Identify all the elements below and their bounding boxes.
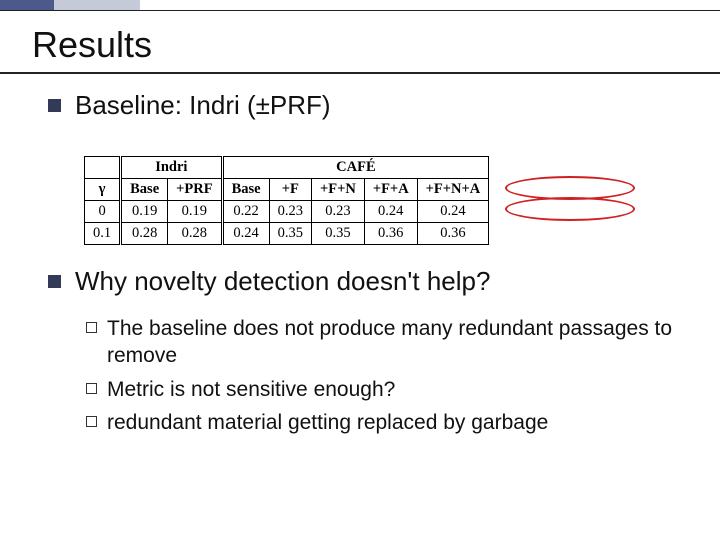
- highlight-ellipse-icon: [505, 176, 635, 200]
- table-col: +PRF: [168, 179, 222, 201]
- table-cell: 0.23: [311, 201, 364, 223]
- table-cell: 0.36: [364, 223, 417, 245]
- accent-light: [54, 0, 140, 10]
- bullet-text: Baseline: Indri (±PRF): [75, 90, 331, 121]
- table-col: +F+A: [364, 179, 417, 201]
- results-table: Indri CAFÉ γ Base +PRF Base +F +F+N +F+A…: [84, 156, 489, 245]
- hollow-square-bullet-icon: [86, 383, 97, 394]
- table-col: Base: [121, 179, 168, 201]
- sub-text: Metric is not sensitive enough?: [107, 376, 395, 403]
- sub-bullet: redundant material getting replaced by g…: [86, 409, 688, 436]
- table-col: +F: [269, 179, 311, 201]
- table-cell: 0.28: [168, 223, 222, 245]
- sub-bullet: Metric is not sensitive enough?: [86, 376, 688, 403]
- table-cell: 0.35: [269, 223, 311, 245]
- bullet-text: Why novelty detection doesn't help?: [75, 266, 490, 297]
- bullet-why: Why novelty detection doesn't help?: [48, 266, 688, 297]
- square-bullet-icon: [48, 99, 61, 112]
- table-cell: 0.23: [269, 201, 311, 223]
- top-divider: [0, 10, 720, 11]
- table-col: +F+N+A: [417, 179, 489, 201]
- accent-bar: [0, 0, 140, 10]
- content-area: Baseline: Indri (±PRF): [48, 90, 688, 139]
- hollow-square-bullet-icon: [86, 416, 97, 427]
- table-cell: 0.19: [168, 201, 222, 223]
- table-group-row: Indri CAFÉ: [85, 157, 489, 179]
- table-col-row: γ Base +PRF Base +F +F+N +F+A +F+N+A: [85, 179, 489, 201]
- table-cell: 0.36: [417, 223, 489, 245]
- highlight-ellipse-icon: [505, 197, 635, 221]
- table-cell: 0.24: [364, 201, 417, 223]
- accent-dark: [0, 0, 54, 10]
- table-row: 0.1 0.28 0.28 0.24 0.35 0.35 0.36 0.36: [85, 223, 489, 245]
- table-col: +F+N: [311, 179, 364, 201]
- table-cell: 0: [85, 201, 121, 223]
- table-cell: 0.1: [85, 223, 121, 245]
- content-area-2: Why novelty detection doesn't help? The …: [48, 266, 688, 436]
- table-cell: 0.22: [222, 201, 269, 223]
- table-gamma-label: γ: [85, 179, 121, 201]
- slide-title: Results: [32, 24, 152, 66]
- table-col: Base: [222, 179, 269, 201]
- table-group-indri: Indri: [121, 157, 222, 179]
- table-empty-header: [85, 157, 121, 179]
- sub-text: The baseline does not produce many redun…: [107, 315, 688, 370]
- bullet-baseline: Baseline: Indri (±PRF): [48, 90, 688, 121]
- square-bullet-icon: [48, 275, 61, 288]
- results-table-wrap: Indri CAFÉ γ Base +PRF Base +F +F+N +F+A…: [84, 156, 654, 245]
- title-underline: [0, 72, 720, 74]
- table-cell: 0.28: [121, 223, 168, 245]
- sub-text: redundant material getting replaced by g…: [107, 409, 548, 436]
- table-cell: 0.24: [222, 223, 269, 245]
- hollow-square-bullet-icon: [86, 322, 97, 333]
- sub-bullet: The baseline does not produce many redun…: [86, 315, 688, 370]
- table-cell: 0.24: [417, 201, 489, 223]
- table-cell: 0.35: [311, 223, 364, 245]
- table-cell: 0.19: [121, 201, 168, 223]
- table-row: 0 0.19 0.19 0.22 0.23 0.23 0.24 0.24: [85, 201, 489, 223]
- table-group-cafe: CAFÉ: [222, 157, 489, 179]
